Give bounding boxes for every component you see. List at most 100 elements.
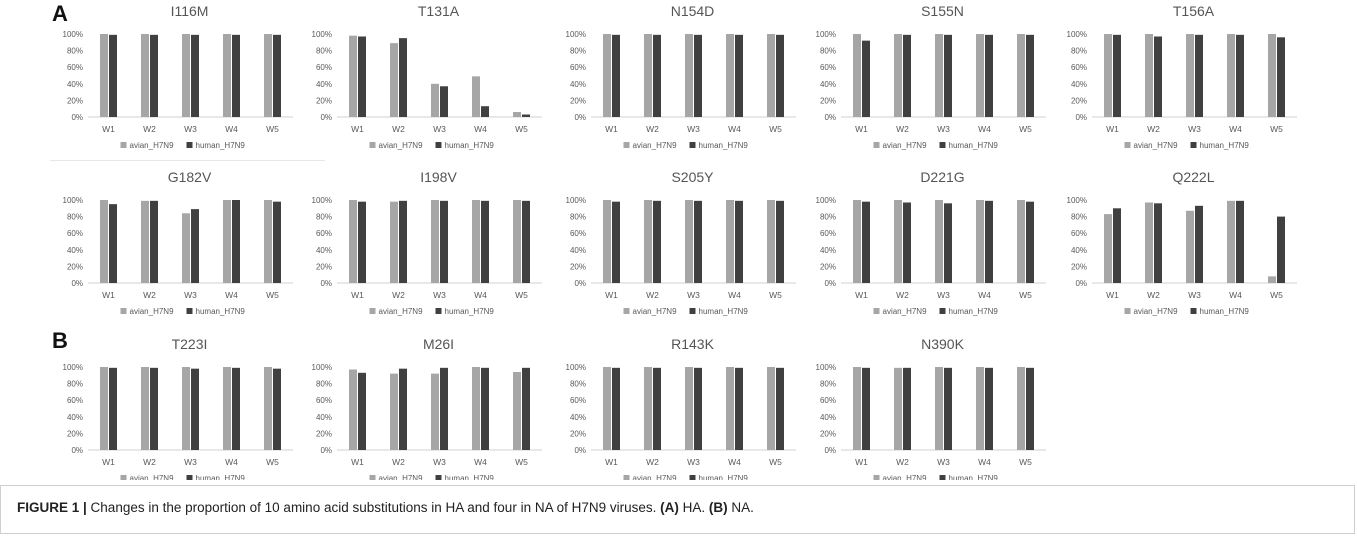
bar-avian_H7N9-w1 bbox=[349, 35, 357, 117]
legend-label-avian: avian_H7N9 bbox=[379, 307, 424, 316]
bar-avian_H7N9-w4 bbox=[726, 200, 734, 283]
y-tick-label: 100% bbox=[816, 196, 836, 205]
bar-human_H7N9-w4 bbox=[985, 34, 993, 117]
legend-swatch-avian bbox=[369, 475, 376, 480]
bar-human_H7N9-w1 bbox=[109, 204, 117, 283]
chart-title: S155N bbox=[921, 3, 964, 19]
bar-human_H7N9-w3 bbox=[440, 367, 448, 450]
bar-human_H7N9-w2 bbox=[903, 367, 911, 450]
x-tick-label: W1 bbox=[855, 290, 868, 300]
x-tick-label: W1 bbox=[855, 457, 868, 467]
bar-human_H7N9-w2 bbox=[1154, 36, 1162, 117]
y-tick-label: 20% bbox=[820, 262, 836, 271]
legend-label-human: human_H7N9 bbox=[196, 307, 246, 316]
y-tick-label: 40% bbox=[820, 413, 836, 422]
bar-human_H7N9-w2 bbox=[399, 368, 407, 450]
bar-human_H7N9-w1 bbox=[862, 201, 870, 283]
x-tick-label: W4 bbox=[474, 457, 487, 467]
chart-panel-s155n: S155N 0% 20% 40% 60% 80% 100% W1 W2 W3 W4 W5 avian_H… bbox=[816, 3, 1046, 150]
figure-caption: FIGURE 1 | Changes in the proportion of … bbox=[0, 485, 1355, 534]
bar-human_H7N9-w1 bbox=[862, 40, 870, 117]
x-tick-label: W2 bbox=[143, 290, 156, 300]
chart-title: T156A bbox=[1173, 3, 1215, 19]
bar-human_H7N9-w5 bbox=[522, 114, 530, 117]
bar-avian_H7N9-w4 bbox=[472, 367, 480, 450]
legend-swatch-human bbox=[1190, 308, 1197, 314]
y-tick-label: 60% bbox=[67, 63, 83, 72]
legend-swatch-avian bbox=[1124, 308, 1131, 314]
bar-avian_H7N9-w3 bbox=[431, 373, 439, 450]
chart-panel-r143k: R143K 0% 20% 40% 60% 80% 100% W1 W2 W3 W4 W5 avian_H… bbox=[566, 336, 796, 480]
x-tick-label: W3 bbox=[937, 457, 950, 467]
legend-swatch-human bbox=[939, 475, 946, 480]
legend-swatch-human bbox=[939, 308, 946, 314]
y-tick-label: 80% bbox=[67, 47, 83, 56]
legend-swatch-avian bbox=[369, 142, 376, 148]
caption-b-text: NA. bbox=[727, 500, 754, 515]
chart-panel-n390k: N390K 0% 20% 40% 60% 80% 100% W1 W2 W3 W4 W5 avian_H… bbox=[816, 336, 1046, 480]
bar-avian_H7N9-w5 bbox=[767, 34, 775, 117]
y-tick-label: 60% bbox=[316, 229, 332, 238]
legend-label-human: human_H7N9 bbox=[1200, 307, 1250, 316]
y-tick-label: 60% bbox=[316, 396, 332, 405]
caption-text: FIGURE 1 | Changes in the proportion of … bbox=[17, 500, 754, 515]
y-tick-label: 80% bbox=[1071, 213, 1087, 222]
bar-human_H7N9-w3 bbox=[191, 209, 199, 283]
bar-human_H7N9-w5 bbox=[273, 34, 281, 117]
bar-avian_H7N9-w3 bbox=[431, 83, 439, 117]
bar-human_H7N9-w1 bbox=[612, 367, 620, 450]
x-tick-label: W3 bbox=[937, 124, 950, 134]
bar-avian_H7N9-w3 bbox=[935, 367, 943, 450]
x-tick-label: W4 bbox=[728, 124, 741, 134]
y-tick-label: 100% bbox=[566, 363, 586, 372]
bar-human_H7N9-w5 bbox=[1026, 201, 1034, 283]
bar-human_H7N9-w3 bbox=[944, 34, 952, 117]
bar-avian_H7N9-w2 bbox=[390, 373, 398, 450]
bar-human_H7N9-w4 bbox=[481, 367, 489, 450]
bar-avian_H7N9-w3 bbox=[685, 200, 693, 283]
panel-letter-a: A bbox=[52, 1, 68, 26]
bar-human_H7N9-w5 bbox=[1026, 34, 1034, 117]
bar-human_H7N9-w2 bbox=[150, 34, 158, 117]
bar-avian_H7N9-w1 bbox=[1104, 34, 1112, 117]
legend-label-human: human_H7N9 bbox=[949, 307, 999, 316]
bar-human_H7N9-w5 bbox=[273, 368, 281, 450]
legend-label-human: human_H7N9 bbox=[196, 141, 246, 150]
y-tick-label: 100% bbox=[1067, 196, 1087, 205]
chart-title: T131A bbox=[418, 3, 460, 19]
y-tick-label: 0% bbox=[824, 113, 836, 122]
bar-avian_H7N9-w4 bbox=[1227, 200, 1235, 283]
y-tick-label: 100% bbox=[1067, 30, 1087, 39]
y-tick-label: 0% bbox=[71, 279, 83, 288]
legend-swatch-human bbox=[689, 142, 696, 148]
bar-human_H7N9-w3 bbox=[694, 200, 702, 283]
y-tick-label: 80% bbox=[820, 380, 836, 389]
x-tick-label: W5 bbox=[266, 457, 279, 467]
caption-label: FIGURE 1 | bbox=[17, 500, 87, 515]
bar-avian_H7N9-w4 bbox=[223, 200, 231, 283]
bar-avian_H7N9-w4 bbox=[726, 367, 734, 450]
bar-avian_H7N9-w5 bbox=[513, 200, 521, 283]
chart-title: Q222L bbox=[1172, 169, 1214, 185]
bar-avian_H7N9-w4 bbox=[223, 367, 231, 450]
bar-avian_H7N9-w5 bbox=[513, 371, 521, 450]
x-tick-label: W4 bbox=[978, 124, 991, 134]
legend-swatch-avian bbox=[1124, 142, 1131, 148]
x-tick-label: W5 bbox=[1019, 457, 1032, 467]
bar-human_H7N9-w3 bbox=[440, 200, 448, 283]
bar-avian_H7N9-w2 bbox=[141, 367, 149, 450]
bar-human_H7N9-w1 bbox=[109, 367, 117, 450]
bar-human_H7N9-w1 bbox=[1113, 208, 1121, 283]
legend-swatch-human bbox=[435, 142, 442, 148]
chart-title: I116M bbox=[171, 3, 209, 19]
bar-human_H7N9-w2 bbox=[903, 202, 911, 283]
x-tick-label: W2 bbox=[646, 457, 659, 467]
y-tick-label: 20% bbox=[1071, 262, 1087, 271]
chart-panel-t223i: T223I 0% 20% 40% 60% 80% 100% W1 W2 W3 W4 W5 avian_H… bbox=[63, 336, 293, 480]
bar-avian_H7N9-w4 bbox=[223, 34, 231, 117]
legend-swatch-avian bbox=[873, 475, 880, 480]
legend-swatch-human bbox=[186, 142, 193, 148]
chart-title: D221G bbox=[920, 169, 964, 185]
bar-human_H7N9-w2 bbox=[653, 200, 661, 283]
bar-avian_H7N9-w3 bbox=[182, 34, 190, 117]
